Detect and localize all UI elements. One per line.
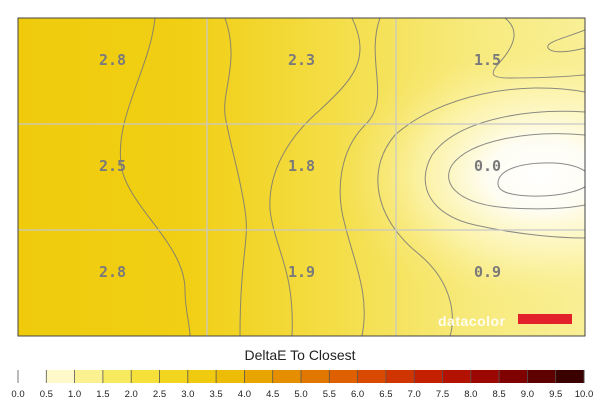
color-scale-tick-label: 7.5	[436, 389, 449, 400]
color-scale-swatch	[527, 370, 557, 383]
datacolor-logo-bar	[518, 314, 572, 324]
color-scale-swatch	[442, 370, 472, 383]
color-scale-tick-label: 5.5	[323, 389, 336, 400]
color-scale-swatch	[470, 370, 500, 383]
color-scale-tick-label: 9.5	[549, 389, 562, 400]
cell-value-label: 2.5	[99, 157, 126, 175]
color-scale-swatch	[159, 370, 189, 383]
color-scale-swatch	[414, 370, 443, 383]
color-scale-tick-label: 4.0	[238, 389, 251, 400]
color-scale-tick-label: 1.5	[96, 389, 109, 400]
contour-line	[377, 87, 585, 336]
cell-labels: 2.8 2.3 1.5 2.5 1.8 0.0 2.8 1.9 0.9	[99, 51, 501, 281]
color-scale-swatch	[131, 370, 160, 383]
color-scale-swatch	[18, 370, 47, 383]
color-scale-swatch	[102, 370, 132, 383]
contour-line	[492, 18, 585, 79]
contour-line	[339, 18, 381, 336]
color-scale-tick-label: 9.0	[521, 389, 534, 400]
cell-value-label: 2.8	[99, 263, 126, 281]
cell-value-label: 0.0	[474, 157, 501, 175]
grid-lines	[18, 18, 585, 336]
contour-line	[119, 18, 191, 336]
contour-lines	[119, 18, 585, 336]
heatmap-plot-area: 2.8 2.3 1.5 2.5 1.8 0.0 2.8 1.9 0.9 datacolor	[18, 18, 585, 336]
color-scale-legend: 0.0 0.5 1.0 1.5 2.0 2.5 3.0 3.5 4.0 4.5 5.0 5.5 6.0 6…	[11, 370, 593, 400]
cell-value-label: 1.8	[288, 157, 315, 175]
datacolor-logo: datacolor	[438, 313, 572, 329]
color-scale-swatch	[385, 370, 415, 383]
color-scale-tick-label: 8.0	[464, 389, 477, 400]
contour-line	[424, 110, 585, 239]
color-scale-tick-label: 8.5	[492, 389, 505, 400]
color-scale-swatch	[244, 370, 274, 383]
color-scale-swatch	[329, 370, 359, 383]
heatmap-low-region	[18, 18, 585, 336]
contour-line	[269, 18, 361, 336]
legend-title: DeltaE To Closest	[244, 347, 355, 363]
color-scale-tick-label: 10.0	[575, 389, 594, 400]
contour-line	[448, 133, 585, 210]
color-scale-tick-label: 0.0	[11, 389, 24, 400]
color-scale-tick-label: 2.5	[153, 389, 166, 400]
datacolor-logo-text: datacolor	[438, 313, 506, 329]
plot-border	[17, 17, 586, 337]
color-scale-tick-label: 2.0	[125, 389, 138, 400]
cell-value-label: 2.3	[288, 51, 315, 69]
cell-value-label: 1.9	[288, 263, 315, 281]
color-scale-swatch	[499, 370, 528, 383]
color-scale-tick-label: 7.0	[408, 389, 421, 400]
color-scale-swatch	[272, 370, 302, 383]
color-scale-tick-label: 4.5	[266, 389, 279, 400]
color-scale-swatch	[357, 370, 387, 383]
contour-line	[547, 29, 585, 53]
contour-line	[224, 18, 247, 336]
contour-line	[497, 162, 585, 197]
color-scale-tick-label: 5.0	[294, 389, 307, 400]
cell-value-label: 1.5	[474, 51, 501, 69]
color-scale-tick-label: 1.0	[68, 389, 81, 400]
color-scale-swatch	[187, 370, 217, 383]
color-scale-tick-label: 6.0	[351, 389, 364, 400]
color-scale-swatch	[216, 370, 245, 383]
color-scale-swatch	[555, 370, 585, 383]
color-scale-swatch	[301, 370, 330, 383]
color-scale-tick-label: 3.0	[181, 389, 194, 400]
color-scale-swatch	[74, 370, 104, 383]
cell-value-label: 2.8	[99, 51, 126, 69]
color-scale-tick-label: 6.5	[379, 389, 392, 400]
color-scale-tick-label: 3.5	[209, 389, 222, 400]
cell-value-label: 0.9	[474, 263, 501, 281]
color-scale-tick-label: 0.5	[40, 389, 53, 400]
color-scale-swatch	[46, 370, 76, 383]
